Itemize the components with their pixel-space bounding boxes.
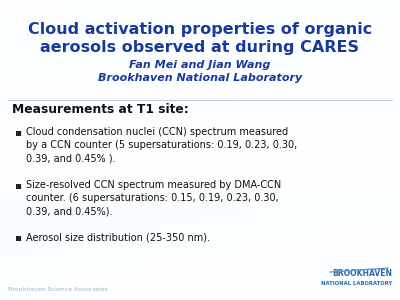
Text: Brookhaven Science Associates: Brookhaven Science Associates (8, 287, 108, 292)
Text: Fan Mei and Jian Wang
Brookhaven National Laboratory: Fan Mei and Jian Wang Brookhaven Nationa… (98, 60, 302, 83)
Text: ▪: ▪ (14, 180, 21, 190)
Bar (0, 0, 400, 200)
Text: BROOKHAVEN: BROOKHAVEN (332, 269, 392, 278)
Text: Size-resolved CCN spectrum measured by DMA-CCN
counter. (6 supersaturations: 0.1: Size-resolved CCN spectrum measured by D… (26, 180, 281, 216)
Text: ▪: ▪ (14, 232, 21, 242)
Text: Measurements at T1 site:: Measurements at T1 site: (12, 103, 189, 116)
Text: Cloud condensation nuclei (CCN) spectrum measured
by a CCN counter (5 supersatur: Cloud condensation nuclei (CCN) spectrum… (26, 127, 297, 164)
Text: NATIONAL LABORATORY: NATIONAL LABORATORY (321, 281, 392, 286)
Text: Cloud activation properties of organic
aerosols observed at during CARES: Cloud activation properties of organic a… (28, 22, 372, 55)
Text: Aerosol size distribution (25-350 nm).: Aerosol size distribution (25-350 nm). (26, 232, 210, 242)
Text: ▪: ▪ (14, 127, 21, 137)
